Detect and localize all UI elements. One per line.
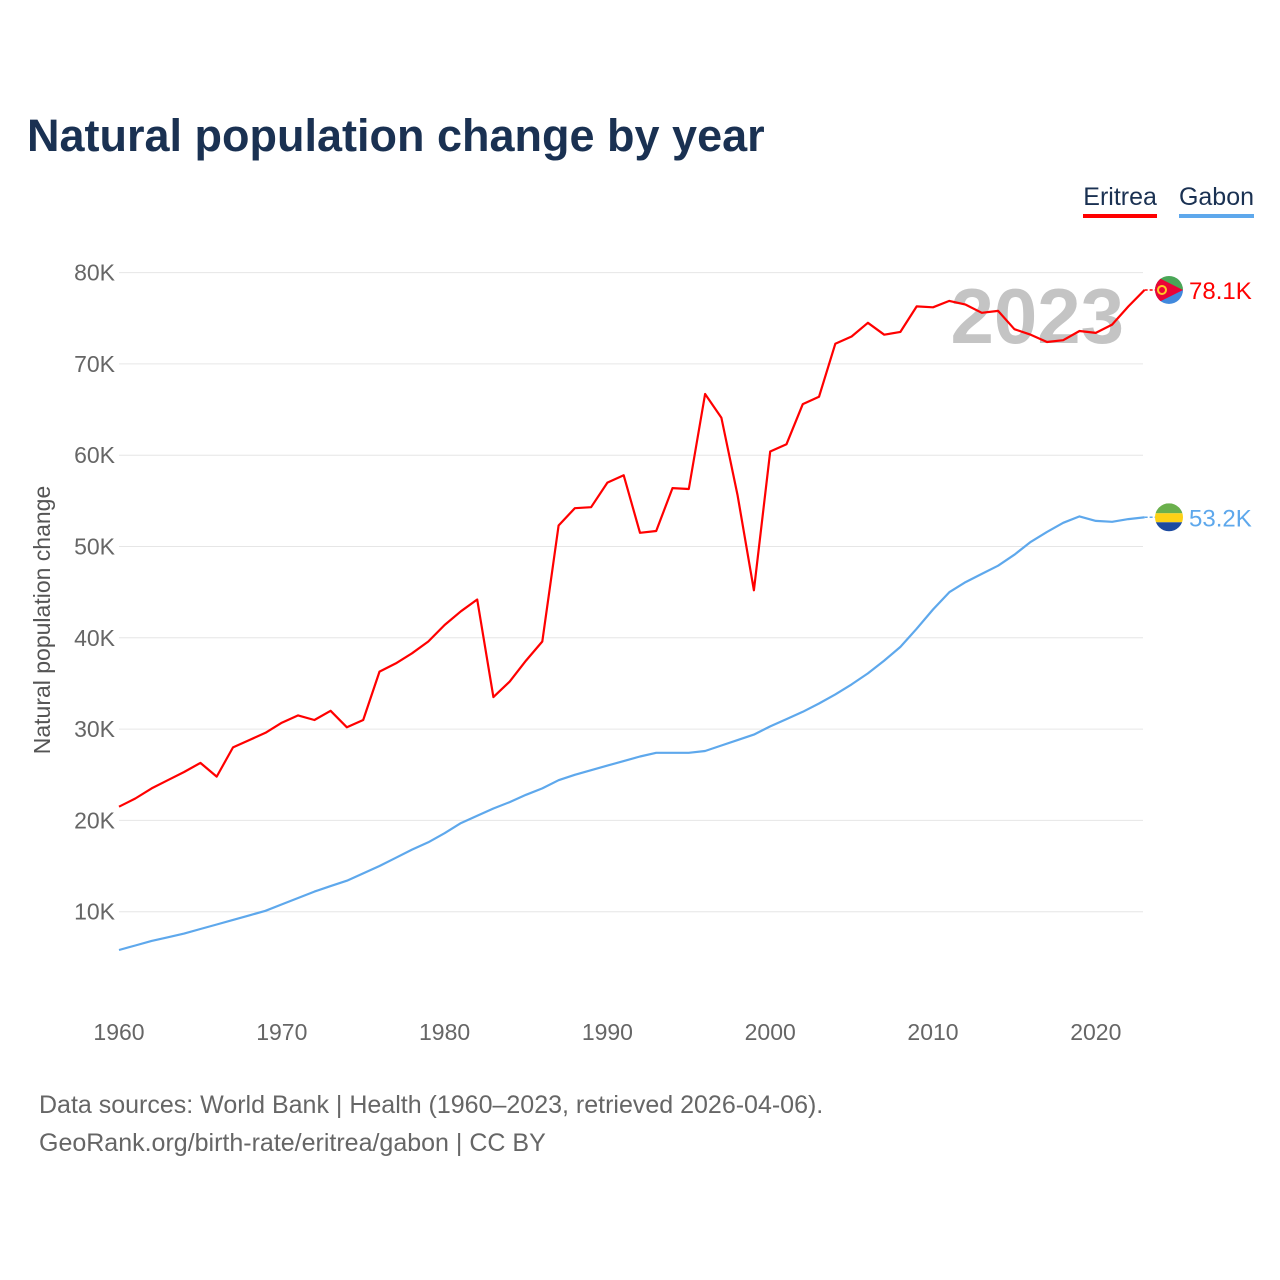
end-value-label: 78.1K bbox=[1189, 278, 1252, 305]
x-tick-label: 1960 bbox=[93, 1019, 144, 1045]
page-title: Natural population change by year bbox=[27, 110, 765, 161]
x-tick-label: 1990 bbox=[582, 1019, 633, 1045]
y-tick-label: 60K bbox=[74, 442, 116, 468]
y-tick-label: 10K bbox=[74, 899, 116, 925]
data-source: Data sources: World Bank | Health (1960–… bbox=[39, 1091, 824, 1119]
legend-item-gabon[interactable]: Gabon bbox=[1178, 183, 1254, 218]
flag-gabon-icon bbox=[1155, 503, 1183, 532]
legend: Eritrea Gabon bbox=[1083, 183, 1254, 218]
x-tick-label: 2010 bbox=[907, 1019, 958, 1045]
y-tick-label: 70K bbox=[74, 351, 116, 377]
series-line-gabon bbox=[118, 515, 1145, 952]
y-tick-label: 40K bbox=[74, 625, 116, 651]
flag-eritrea-icon bbox=[1155, 275, 1183, 304]
x-tick-label: 1970 bbox=[256, 1019, 307, 1045]
y-tick-label: 80K bbox=[74, 260, 116, 286]
x-tick-label: 2020 bbox=[1070, 1019, 1121, 1045]
footer: Data sources: World Bank | Health (1960–… bbox=[39, 1086, 823, 1162]
y-tick-label: 20K bbox=[74, 807, 116, 833]
series-line-eritrea bbox=[118, 289, 1146, 808]
end-value-label: 53.2K bbox=[1189, 505, 1252, 532]
source-link[interactable]: GeoRank.org/birth-rate/eritrea/gabon | C… bbox=[39, 1129, 546, 1157]
y-tick-label: 50K bbox=[74, 534, 116, 560]
legend-item-eritrea[interactable]: Eritrea bbox=[1083, 183, 1157, 218]
x-tick-label: 2000 bbox=[745, 1019, 796, 1045]
y-axis-label: Natural population change bbox=[29, 486, 55, 755]
y-tick-label: 30K bbox=[74, 716, 116, 742]
x-tick-label: 1980 bbox=[419, 1019, 470, 1045]
year-watermark: 2023 bbox=[950, 272, 1124, 360]
